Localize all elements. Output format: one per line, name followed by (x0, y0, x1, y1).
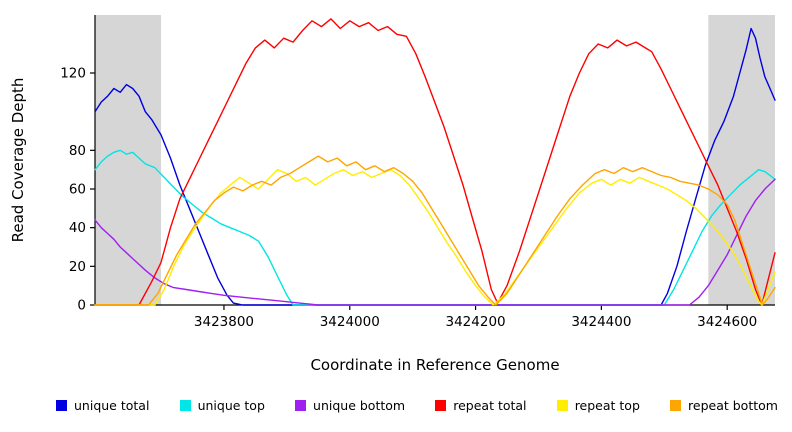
legend-label: unique total (74, 398, 150, 413)
y-axis-title: Read Coverage Depth (9, 77, 27, 243)
series-line-unique-total (94, 27, 776, 306)
x-tick-label: 3423800 (194, 314, 254, 330)
series-line-repeat-top (94, 168, 776, 306)
shaded-region-0 (95, 15, 162, 305)
legend-item-repeat-bottom: repeat bottom (670, 398, 778, 413)
legend-label: unique bottom (313, 398, 406, 413)
legend-item-unique-bottom: unique bottom (295, 398, 405, 413)
x-axis-title: Coordinate in Reference Genome (310, 356, 560, 374)
shaded-region-1 (708, 15, 775, 305)
x-tick-label: 3424400 (571, 314, 631, 330)
x-tick-label: 3424200 (446, 314, 506, 330)
legend-item-repeat-total: repeat total (435, 398, 527, 413)
legend-item-repeat-top: repeat top (556, 398, 640, 413)
legend-swatch-icon (56, 400, 67, 411)
series-line-unique-bottom (94, 178, 776, 306)
series-line-unique-top (94, 149, 776, 306)
legend-item-unique-top: unique top (179, 398, 265, 413)
legend-swatch-icon (670, 400, 682, 411)
legend-label: repeat top (574, 398, 640, 413)
legend: unique total unique top unique bottom repea… (0, 398, 792, 413)
series-line-repeat-total (94, 18, 776, 306)
y-tick-label: 40 (69, 220, 86, 236)
legend-swatch-icon (556, 400, 568, 411)
y-tick-label: 120 (60, 66, 86, 82)
legend-label: repeat total (453, 398, 527, 413)
coverage-plot-canvas: 3423800 3424000 3424200 3424400 3424600 0 20 40… (60, 15, 776, 330)
legend-swatch-icon (295, 400, 307, 411)
legend-label: unique top (197, 398, 265, 413)
legend-item-unique-total: unique total (56, 398, 149, 413)
y-tick-label: 0 (77, 298, 86, 314)
x-tick-label: 3424000 (320, 314, 380, 330)
y-tick-label: 20 (69, 259, 86, 275)
legend-swatch-icon (435, 400, 447, 411)
y-tick-label: 80 (69, 143, 86, 159)
x-tick-label: 3424600 (697, 314, 757, 330)
series-line-repeat-bottom (94, 155, 776, 306)
legend-swatch-icon (179, 400, 191, 411)
y-tick-label: 60 (69, 182, 86, 198)
legend-label: repeat bottom (688, 398, 778, 413)
